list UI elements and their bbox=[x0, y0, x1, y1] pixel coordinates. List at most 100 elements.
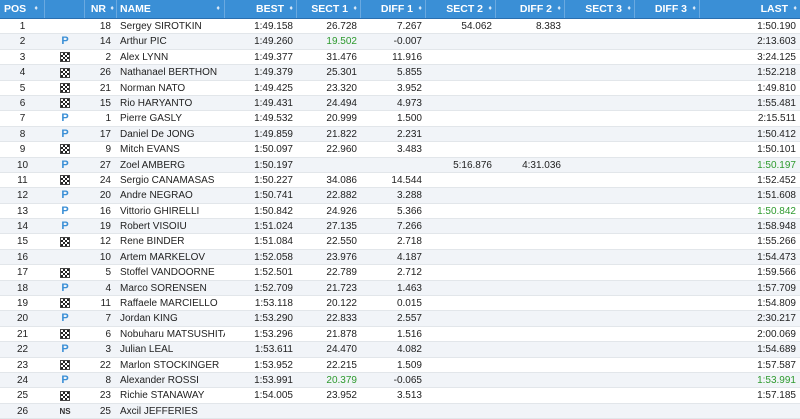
sector3-time bbox=[565, 158, 635, 172]
diff3-time bbox=[635, 234, 700, 248]
table-row[interactable]: 18 P 4 Marco SORENSEN 1:52.709 21.723 1.463 1:5… bbox=[0, 280, 800, 297]
pos-cell: 24 bbox=[16, 374, 29, 386]
pit-icon: P bbox=[61, 312, 69, 325]
table-row[interactable]: 7 P 1 Pierre GASLY 1:49.532 20.999 1.500 2:15.5… bbox=[0, 111, 800, 127]
driver-name: Robert VISOIU bbox=[120, 221, 187, 233]
table-row[interactable]: 8 P 17 Daniel De JONG 1:49.859 21.822 2.231 1:5… bbox=[0, 126, 800, 143]
diff3-time bbox=[635, 34, 700, 48]
diff1-time: 2.557 bbox=[396, 313, 422, 325]
col-header-diff2[interactable]: DIFF 2 ♦ bbox=[496, 0, 565, 18]
table-row[interactable]: 24 P 8 Alexander ROSSI 1:53.991 20.379 -0.065 1… bbox=[0, 372, 800, 389]
col-header-diff2-label: DIFF 2 bbox=[519, 3, 552, 15]
last-lap: 1:50.197 bbox=[757, 159, 796, 171]
sort-icon[interactable]: ♦ bbox=[488, 5, 492, 12]
last-lap: 2:30.217 bbox=[757, 313, 796, 325]
col-header-pos[interactable]: POS ♦ bbox=[0, 0, 45, 18]
sort-icon[interactable]: ♦ bbox=[289, 5, 293, 12]
col-header-nr[interactable]: NR ♦ bbox=[85, 0, 117, 18]
diff1-time: 4.973 bbox=[396, 97, 422, 109]
sort-icon[interactable]: ♦ bbox=[793, 5, 797, 12]
diff2-time bbox=[496, 373, 565, 387]
table-row[interactable]: 11 24 Sergio CANAMASAS 1:50.227 34.086 14.544… bbox=[0, 172, 800, 189]
col-header-last[interactable]: LAST ♦ bbox=[700, 0, 800, 18]
checkered-flag-icon bbox=[60, 236, 70, 247]
number-cell: 21 bbox=[99, 82, 111, 94]
pos-cell: 21 bbox=[16, 328, 29, 340]
col-header-tyre bbox=[45, 0, 85, 18]
sort-icon[interactable]: ♦ bbox=[418, 5, 422, 12]
sector2-time bbox=[426, 358, 496, 372]
col-header-diff1[interactable]: DIFF 1 ♦ bbox=[361, 0, 426, 18]
number-cell: 6 bbox=[105, 328, 111, 340]
last-lap: 1:54.689 bbox=[757, 344, 796, 356]
table-row[interactable]: 1 18 Sergey SIROTKIN 1:49.158 26.728 7.267 54.… bbox=[0, 19, 800, 35]
col-header-sect3[interactable]: SECT 3 ♦ bbox=[565, 0, 635, 18]
diff1-time bbox=[361, 404, 426, 418]
table-row[interactable]: 6 15 Rio HARYANTO 1:49.431 24.494 4.973 1:55.4… bbox=[0, 95, 800, 112]
sector3-time bbox=[565, 265, 635, 279]
best-lap: 1:54.005 bbox=[254, 390, 293, 402]
table-row[interactable]: 16 10 Artem MARKELOV 1:52.058 23.976 4.187 1:5… bbox=[0, 249, 800, 266]
sort-icon[interactable]: ♦ bbox=[353, 5, 357, 12]
last-lap: 1:50.101 bbox=[757, 144, 796, 156]
table-row[interactable]: 15 12 Rene BINDER 1:51.084 22.550 2.718 1:55.2… bbox=[0, 234, 800, 250]
sector1-time: 20.999 bbox=[326, 113, 357, 125]
sort-icon[interactable]: ♦ bbox=[110, 5, 114, 12]
driver-name: Artem MARKELOV bbox=[120, 251, 206, 263]
col-header-best[interactable]: BEST ♦ bbox=[225, 0, 297, 18]
table-row[interactable]: 14 P 19 Robert VISOIU 1:51.024 27.135 7.266 1:5… bbox=[0, 219, 800, 235]
best-lap: 1:53.991 bbox=[254, 374, 293, 386]
sector1-time: 25.301 bbox=[326, 67, 357, 79]
last-lap: 1:50.190 bbox=[757, 21, 796, 32]
last-lap: 1:58.948 bbox=[757, 221, 796, 233]
sort-icon[interactable]: ♦ bbox=[557, 5, 561, 12]
table-row[interactable]: 17 5 Stoffel VANDOORNE 1:52.501 22.789 2.712 1… bbox=[0, 265, 800, 281]
diff3-time bbox=[635, 358, 700, 372]
sort-icon[interactable]: ♦ bbox=[627, 5, 631, 12]
driver-name: Alex LYNN bbox=[120, 51, 169, 63]
table-row[interactable]: 13 P 16 Vittorio GHIRELLI 1:50.842 24.926 5.36… bbox=[0, 203, 800, 220]
pit-icon: P bbox=[61, 127, 69, 140]
diff1-time: -0.007 bbox=[393, 36, 422, 48]
sector3-time bbox=[565, 342, 635, 356]
table-row[interactable]: 20 P 7 Jordan KING 1:53.290 22.833 2.557 2:30.2… bbox=[0, 311, 800, 327]
table-row[interactable]: 10 P 27 Zoel AMBERG 1:50.197 5:16.876 4:31.036… bbox=[0, 157, 800, 173]
last-lap: 1:57.587 bbox=[757, 359, 796, 371]
diff1-time: 3.513 bbox=[396, 390, 422, 402]
table-row[interactable]: 26 NS 25 Axcil JEFFERIES bbox=[0, 403, 800, 419]
table-row[interactable]: 5 21 Norman NATO 1:49.425 23.320 3.952 1:49.81… bbox=[0, 80, 800, 96]
table-row[interactable]: 2 P 14 Arthur PIC 1:49.260 19.502 -0.007 2:13.6… bbox=[0, 34, 800, 50]
best-lap: 1:50.842 bbox=[254, 205, 293, 217]
table-row[interactable]: 25 23 Richie STANAWAY 1:54.005 23.952 3.513 1:… bbox=[0, 388, 800, 404]
best-lap: 1:50.197 bbox=[254, 159, 293, 171]
pos-cell: 14 bbox=[16, 221, 29, 233]
diff3-time bbox=[635, 173, 700, 187]
col-header-sect3-label: SECT 3 bbox=[585, 3, 622, 15]
diff3-time bbox=[635, 265, 700, 279]
sort-icon[interactable]: ♦ bbox=[216, 5, 220, 12]
diff3-time bbox=[635, 219, 700, 233]
table-row[interactable]: 21 6 Nobuharu MATSUSHITA 1:53.296 21.878 1.51… bbox=[0, 326, 800, 343]
col-header-diff3[interactable]: DIFF 3 ♦ bbox=[635, 0, 700, 18]
col-header-name[interactable]: NAME ♦ bbox=[117, 0, 225, 18]
col-header-sect1[interactable]: SECT 1 ♦ bbox=[297, 0, 361, 18]
table-row[interactable]: 22 P 3 Julian LEAL 1:53.611 24.470 4.082 1:54.6… bbox=[0, 342, 800, 358]
table-row[interactable]: 9 9 Mitch EVANS 1:50.097 22.960 3.483 1:50.101 bbox=[0, 142, 800, 158]
table-row[interactable]: 12 P 20 Andre NEGRAO 1:50.741 22.882 3.288 1:51… bbox=[0, 188, 800, 204]
sort-icon[interactable]: ♦ bbox=[34, 5, 38, 12]
col-header-sect2[interactable]: SECT 2 ♦ bbox=[426, 0, 496, 18]
table-row[interactable]: 23 22 Marlon STOCKINGER 1:53.952 22.215 1.509… bbox=[0, 357, 800, 373]
diff1-time: 1.500 bbox=[396, 113, 422, 125]
last-lap: 2:13.603 bbox=[757, 36, 796, 48]
checkered-flag-icon bbox=[60, 359, 70, 370]
sector1-time: 24.494 bbox=[326, 97, 357, 109]
sort-icon[interactable]: ♦ bbox=[692, 5, 696, 12]
table-row[interactable]: 19 11 Raffaele MARCIELLO 1:53.118 20.122 0.01… bbox=[0, 296, 800, 312]
pos-cell: 9 bbox=[19, 144, 26, 156]
checkered-flag-icon bbox=[60, 298, 70, 309]
diff3-time bbox=[635, 111, 700, 125]
diff1-time: 2.712 bbox=[396, 267, 422, 279]
table-row[interactable]: 3 2 Alex LYNN 1:49.377 31.476 11.916 3:24.125 bbox=[0, 49, 800, 66]
table-row[interactable]: 4 26 Nathanael BERTHON 1:49.379 25.301 5.855 1… bbox=[0, 65, 800, 81]
sector2-time bbox=[426, 388, 496, 402]
